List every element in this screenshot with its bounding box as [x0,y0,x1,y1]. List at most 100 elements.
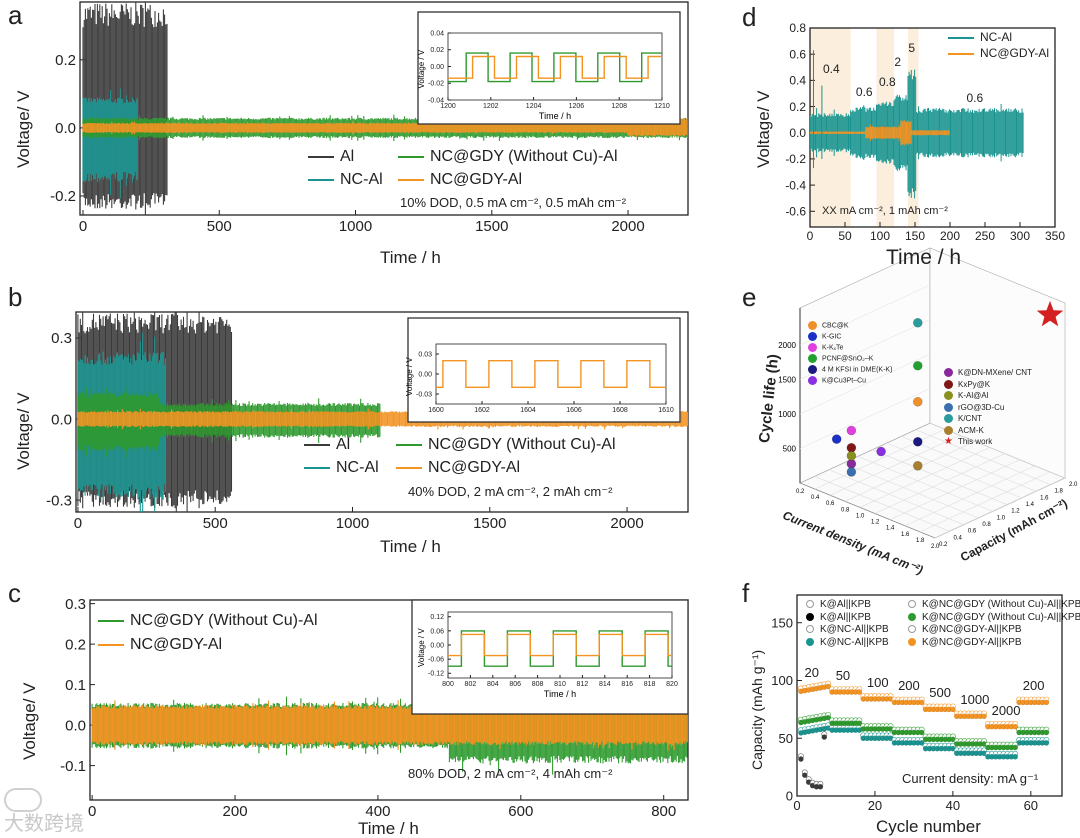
legend-entry-f: K@NC@GDY-Al||KPB [908,637,1022,649]
x-tick-label: 1202 [483,103,499,110]
grid-line [919,471,1051,533]
xlabel-b: Time / h [380,537,441,556]
filled-circle-icon [806,637,814,646]
x-tick-label: 1000 [336,515,369,532]
ball-icon [944,402,953,412]
grid-line [828,469,965,525]
legend-entry-e: K-GIC [808,332,841,342]
y-tick-label: -0.6 [785,204,806,218]
discharge-point [950,706,956,713]
x-tick-label: 100 [870,229,890,243]
x-tick-label: 0.2 [796,489,805,495]
panel-label-f: f [742,578,750,608]
x-tick-label: 400 [365,803,390,820]
inset-ylabel-b: Voltage / V [405,357,414,396]
y-tick-label: -0.06 [428,657,444,664]
x-tick-label: 810 [554,681,566,688]
inset-series-nc-gdy-al [448,55,662,79]
y-tick-label: 0.8 [982,522,991,528]
discharge-point [918,740,925,746]
legend-entry-e: ACM-K [944,425,984,436]
legend-entry-f: K@NC-Al||KPB [806,637,889,649]
panel-label-a: a [8,0,23,30]
y-tick-label: -0.4 [785,178,806,192]
y-tick-label: -0.12 [428,671,444,678]
grid-line [829,434,961,496]
grid-line [889,459,1021,520]
legend-d-nc-al: NC-Al [948,30,1012,44]
grid-line [799,388,931,449]
data-ball-k-cnt [912,317,923,328]
data-ball-4-m-kfsi-in-dme-k-k- [912,436,923,447]
x-tick-label: 1.2 [871,520,880,526]
grid-line [874,453,1006,514]
z-tick-label: 500 [783,445,797,454]
rate-label-f: 1000 [960,692,990,708]
grid-line [843,462,979,519]
y-tick-label: 0.0 [51,411,72,428]
rate-label-d: 0.4 [823,61,840,76]
legend-entry-f: K@NC@GDY (Without Cu)-Al||KPB [908,612,1080,624]
panel-label-b: b [8,282,23,312]
ball-icon [944,425,953,435]
grid-line [859,447,991,508]
x-tick-label: 0 [79,218,87,235]
annotation-c: 80% DOD, 2 mA cm⁻², 4 mAh cm⁻² [408,766,613,781]
rate-label-d: 0.6 [966,90,984,105]
y-tick-label: 0.2 [65,636,86,653]
y-tick-label: 0.03 [418,351,432,358]
watermark-icon [4,788,42,812]
ball-icon [808,376,817,385]
legend-entry-e: K/CNT [944,413,982,424]
discharge-point [1012,753,1019,760]
axes-inset-c: 800 802 804 806 808 810 812 814 816 818 820 -0.12 -0… [428,611,678,688]
x-tick-label: 1000 [339,218,372,235]
x-tick-label: 1204 [526,103,542,110]
legend-entry-e: KxPy@K [944,379,990,390]
ylabel-b: Voltage/ V [14,392,33,470]
legend-entry-f: K@Al||KPB [806,612,871,624]
legend-b-nc-gdy: NC@GDY-Al [396,459,520,477]
y-tick-label: -0.1 [60,758,86,775]
inset-ylabel-a: Voltage / V [417,49,426,88]
panel-label-c: c [8,578,21,608]
x-tick-label: 814 [599,681,611,688]
data-ball-k-al-al [846,451,857,461]
panel-label-e: e [742,282,757,312]
x-tick-label: 816 [621,681,633,688]
legend-entry-f: K@Al||KPB [806,599,871,611]
series-nc-al [82,88,138,199]
x-tick-label: 150 [905,229,925,243]
ball-icon [944,391,953,401]
y-tick-label: 0.2 [939,542,948,548]
legend-entry-e: K@Cu3Pt–Cu [808,376,866,386]
x-tick-label: 804 [487,681,499,688]
rate-label-f: 100 [866,674,889,690]
y-tick-label: 1.4 [1026,502,1035,508]
z-tick-label: 2000 [778,341,796,350]
x-tick-label: 800 [442,681,454,688]
y-tick-label: 0.0 [789,126,806,140]
grid-line [900,436,1037,492]
axes-d: 0 50 100 150 200 250 300 350 -0.6 -0.4 -0.2 0.0 0.2 0… [785,21,1065,243]
x-tick-label: 2000 [611,218,644,235]
x-tick-label: 0 [88,803,96,820]
x-tick-label: 50 [838,229,852,243]
x-tick-label: 40 [946,798,960,813]
y-tick-label: 0.3 [65,596,86,613]
axes-f: 0 20 40 60 0 50 100 150 [771,594,1063,813]
axes-c: 0 200 400 600 800 -0.1 0.0 0.1 0.2 0.3 [60,596,689,820]
data-ball-k-cu3pt-cu [876,446,886,457]
legend-entry-e: PCNF@SnO₂–K [808,354,873,364]
rate-label-d: 2 [894,55,902,70]
rate-label-d: 0.6 [855,85,873,100]
grid-line [904,465,1036,527]
inset-frame-a [417,11,681,125]
series-nc-gdy-al [810,119,950,146]
y-tick-label: 0.2 [55,52,76,69]
y-tick-label: 0.3 [51,330,72,347]
ball-icon [808,332,817,341]
discharge-point [918,699,925,706]
rate-label-d: 5 [908,40,916,55]
